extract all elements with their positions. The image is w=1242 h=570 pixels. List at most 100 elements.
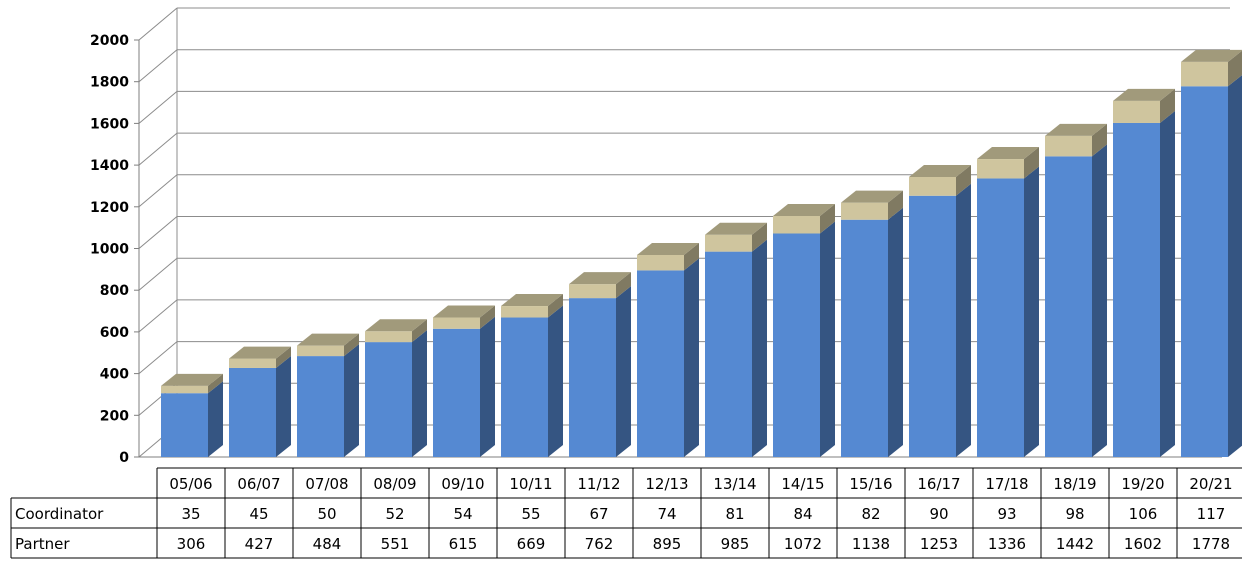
table-cell-value: 484 (313, 535, 342, 553)
bar-side (208, 373, 223, 394)
table-cell-value: 106 (1129, 505, 1158, 523)
bar-side (548, 305, 563, 457)
bar-coordinator (569, 272, 631, 299)
bar-front (909, 176, 956, 196)
bar-partner (433, 316, 495, 457)
bar-side (684, 242, 699, 271)
table-cell-value: 551 (381, 535, 410, 553)
bar-partner (1113, 110, 1175, 457)
bar-front (977, 178, 1024, 457)
gridline-diagonal (138, 49, 178, 83)
bar-partner (229, 355, 291, 457)
gridline-diagonal (138, 174, 178, 208)
table-cell-value: 45 (249, 505, 268, 523)
table-cell-value: 52 (385, 505, 404, 523)
bar-coordinator (433, 305, 495, 329)
bar-side (412, 319, 427, 343)
gridline-diagonal (138, 91, 178, 124)
bar-front (637, 270, 684, 457)
bar-coordinator (1045, 123, 1107, 157)
bar-partner (705, 239, 767, 457)
bar-top (977, 147, 1039, 160)
bar-top (297, 333, 359, 346)
bar-coordinator (365, 319, 427, 343)
bars (161, 49, 1242, 458)
bar-partner (1045, 144, 1107, 457)
bar-front (1181, 86, 1228, 458)
bar-front (569, 284, 616, 299)
bar-front (841, 219, 888, 457)
x-category-label: 08/09 (373, 475, 416, 493)
bar-coordinator (977, 147, 1039, 179)
bar-side (1228, 75, 1242, 457)
y-axis: 0 200 400 600 800 1000 1200 1400 1600 1800 2000 (90, 33, 140, 466)
bar-coordinator (705, 222, 767, 252)
table-cell-value: 74 (657, 505, 676, 523)
bar-side (276, 355, 291, 457)
table-cell-value: 669 (517, 535, 546, 553)
bar-side (616, 286, 631, 457)
gridline-diagonal (138, 299, 178, 333)
bar-coordinator (637, 242, 699, 271)
bar-partner (161, 381, 223, 457)
bar-front (909, 195, 956, 457)
bar-top (229, 346, 291, 359)
y-tick-label: 1800 (90, 75, 129, 91)
table-cell-value: 1253 (920, 535, 958, 553)
bar-side (1228, 50, 1242, 87)
table-cell-value: 98 (1065, 505, 1084, 523)
table-cell-value: 427 (245, 535, 274, 553)
y-tick-label: 2000 (90, 33, 129, 49)
table-cell-value: 81 (725, 505, 744, 523)
bar-front (365, 342, 412, 457)
x-category-label: 12/13 (645, 475, 688, 493)
bar-top (909, 164, 971, 177)
bar-front (637, 254, 684, 271)
table-cell-value: 55 (521, 505, 540, 523)
bar-coordinator (229, 346, 291, 368)
y-tick-label: 1600 (90, 116, 129, 132)
bar-front (297, 345, 344, 357)
y-tick-label: 1200 (90, 200, 129, 216)
table-cell-value: 762 (585, 535, 614, 553)
bar-side (344, 344, 359, 457)
table-cell-value: 35 (181, 505, 200, 523)
bar-front (1045, 156, 1092, 457)
bar-front (365, 331, 412, 343)
gridline-diagonal (138, 257, 178, 291)
bar-side (480, 316, 495, 457)
bar-side (344, 333, 359, 357)
bar-top (569, 272, 631, 285)
y-tick-label: 600 (100, 325, 129, 341)
table-cell-value: 1072 (784, 535, 822, 553)
bar-top (841, 190, 903, 203)
table-cell-value: 306 (177, 535, 206, 553)
bar-front (773, 215, 820, 234)
x-category-label: 18/19 (1053, 475, 1096, 493)
bar-side (820, 221, 835, 457)
table-cell-value: 615 (449, 535, 478, 553)
table-cell-value: 1138 (852, 535, 890, 553)
bar-top (637, 242, 699, 255)
bar-coordinator (501, 294, 563, 318)
bar-side (548, 294, 563, 318)
x-category-label: 05/06 (169, 475, 212, 493)
bar-top (501, 294, 563, 307)
bar-front (977, 159, 1024, 179)
bar-front (161, 385, 208, 394)
bar-front (433, 328, 480, 457)
table-cell-value: 895 (653, 535, 682, 553)
x-category-label: 16/17 (917, 475, 960, 493)
bar-partner (637, 258, 699, 457)
bar-side (888, 207, 903, 457)
bar-partner (1181, 75, 1242, 458)
x-category-label: 15/16 (849, 475, 892, 493)
x-category-label: 10/11 (509, 475, 552, 493)
table-cell-value: 1778 (1192, 535, 1230, 553)
x-category-label: 09/10 (441, 475, 484, 493)
gridline-diagonal (138, 216, 178, 249)
x-category-label: 06/07 (237, 475, 280, 493)
y-tick-label: 200 (100, 408, 129, 424)
bar-coordinator (773, 203, 835, 234)
x-category-label: 11/12 (577, 475, 620, 493)
